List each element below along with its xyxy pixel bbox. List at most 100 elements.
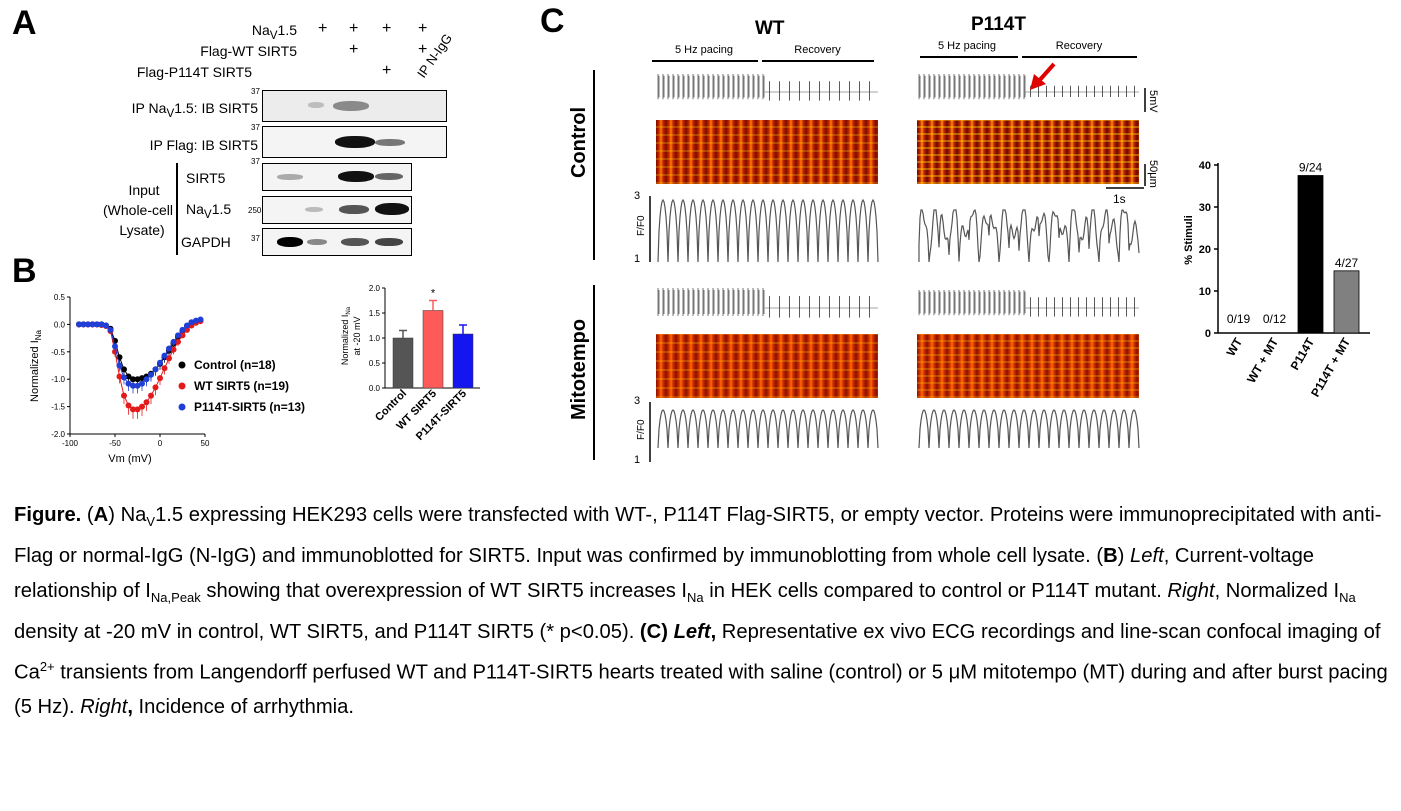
- blot-band: [333, 101, 369, 111]
- blot-band: [375, 139, 405, 146]
- mw-marker: 37: [251, 87, 260, 96]
- blot-band: [335, 136, 375, 148]
- linescan-overlay: [917, 334, 1139, 398]
- arr-data-label: 4/27: [1335, 256, 1359, 270]
- blot-band: [277, 237, 303, 247]
- iv-data-point: [193, 317, 199, 324]
- ina-bar-y-tick-label: 2.0: [369, 284, 381, 293]
- arr-category-label: WT + MT: [1244, 335, 1281, 386]
- blot-band: [338, 171, 374, 182]
- row-bracket: [593, 70, 595, 260]
- blot-band: [375, 238, 403, 246]
- iv-data-point: [179, 332, 186, 339]
- bracket: [1022, 56, 1137, 58]
- blot-band: [341, 238, 369, 246]
- iv-data-point: [184, 326, 190, 333]
- iv-xlabel: Vm (mV): [108, 453, 151, 465]
- ina-bar-ylabel-2: at -20 mV: [352, 316, 362, 355]
- mw-marker: 250: [248, 206, 262, 215]
- blot-input-gapdh: [262, 228, 412, 256]
- ff0-label: F/F0: [636, 215, 647, 236]
- scale-s-label: 1s: [1113, 192, 1126, 206]
- plus-mark: +: [418, 20, 428, 37]
- scale-um-label: 50μm: [1147, 160, 1159, 188]
- blot-band: [305, 207, 323, 212]
- iv-data-point: [143, 399, 150, 406]
- iv-y-tick-label: -2.0: [51, 430, 65, 439]
- arr-category-label: P114T: [1288, 335, 1318, 373]
- calcium-transient-trace: [918, 409, 1140, 449]
- row-bracket: [593, 285, 595, 460]
- iv-data-point: [85, 321, 91, 328]
- iv-data-point: [130, 382, 136, 389]
- iv-data-point: [161, 352, 168, 359]
- iv-data-point: [134, 406, 141, 413]
- iv-data-point: [139, 403, 145, 410]
- p114t-pacing-label: 5 Hz pacing: [937, 40, 997, 52]
- iv-data-point: [125, 380, 132, 387]
- ecg-trace: [918, 74, 1026, 100]
- blot-label-ip-flag: IP Flag: IB SIRT5: [149, 137, 258, 153]
- linescan-wt-mitotempo: [656, 334, 878, 398]
- blot-label-nav15: NaV1.5: [186, 201, 232, 221]
- iv-data-point: [175, 338, 181, 345]
- arr-data-label: 9/24: [1299, 161, 1323, 175]
- iv-data-point: [139, 380, 145, 387]
- iv-data-point: [112, 343, 118, 350]
- iv-data-point: [134, 382, 141, 389]
- iv-data-point: [130, 406, 136, 413]
- ecg-trace: [1030, 85, 1135, 98]
- p114t-recovery-label: Recovery: [1055, 40, 1103, 52]
- ff0-tick-1: 1: [634, 253, 640, 265]
- ecg-calcium-traces: 5mV 50μm 1s 3 1 F/F0 3 1 F/F0: [634, 62, 1159, 466]
- iv-data-point: [175, 332, 181, 339]
- iv-data-point: [80, 321, 87, 328]
- iv-data-point: [134, 376, 141, 383]
- blot-band: [375, 173, 403, 180]
- mw-marker: 37: [251, 157, 260, 166]
- iv-data-point: [188, 319, 195, 326]
- iv-legend-marker: [178, 361, 186, 369]
- iv-data-point: [184, 322, 190, 329]
- arr-category-label: WT: [1224, 335, 1246, 359]
- col-title-wt: WT: [755, 18, 785, 39]
- iv-data-point: [166, 355, 172, 362]
- iv-data-point: [125, 402, 132, 409]
- iv-data-point: [89, 321, 96, 328]
- ecg-trace: [657, 288, 765, 316]
- plus-mark: +: [382, 62, 392, 79]
- ff0-tick-1: 1: [634, 454, 640, 466]
- ina-bar-y-tick-label: 1.5: [369, 309, 381, 318]
- iv-data-point: [170, 346, 177, 353]
- blot-ip-flag: [262, 126, 447, 158]
- iv-data-point: [116, 362, 123, 369]
- iv-data-point: [161, 365, 168, 372]
- arrhythmia-bar-chart: % Stimuli 40 30 20 10 0 0/19 WT 0/12 WT + MT 9/24…: [1183, 160, 1370, 399]
- calcium-transient-trace: [657, 198, 879, 263]
- iv-y-tick-label: -1.5: [51, 403, 65, 412]
- wt-pacing-label: 5 Hz pacing: [674, 44, 734, 56]
- iv-data-point: [107, 326, 114, 333]
- iv-data-point: [76, 321, 82, 328]
- iv-x-tick-label: -50: [109, 439, 121, 448]
- iv-x-tick-label: 0: [158, 439, 163, 448]
- arr-y-tick-label: 10: [1199, 286, 1211, 298]
- iv-data-point: [143, 376, 150, 383]
- condition-flag-p114t: Flag-P114T SIRT5: [136, 64, 252, 80]
- iv-data-point: [197, 316, 204, 323]
- panel-a: NaV1.5 Flag-WT SIRT5 Flag-P114T SIRT5 + …: [0, 0, 520, 260]
- ina-bar-y-tick-label: 0.5: [369, 359, 381, 368]
- calcium-transient-trace: [918, 208, 1140, 263]
- iv-curve-chart: 0.5 0.0 -0.5 -1.0 -1.5 -2.0-100 -50 0 50 Vm (mV)…: [29, 293, 305, 465]
- arr-y-tick-label: 30: [1199, 202, 1211, 214]
- condition-flag-wt: Flag-WT SIRT5: [200, 43, 297, 59]
- iv-data-point: [152, 366, 159, 373]
- iv-data-point: [157, 359, 163, 366]
- iv-data-point: [121, 392, 127, 399]
- ecg-trace: [769, 296, 870, 318]
- arr-y-tick-label: 0: [1205, 328, 1211, 340]
- panel-label-a: A: [12, 4, 37, 42]
- iv-data-point: [170, 338, 177, 345]
- ecg-trace: [1030, 297, 1135, 317]
- iv-y-tick-label: 0.0: [54, 320, 66, 329]
